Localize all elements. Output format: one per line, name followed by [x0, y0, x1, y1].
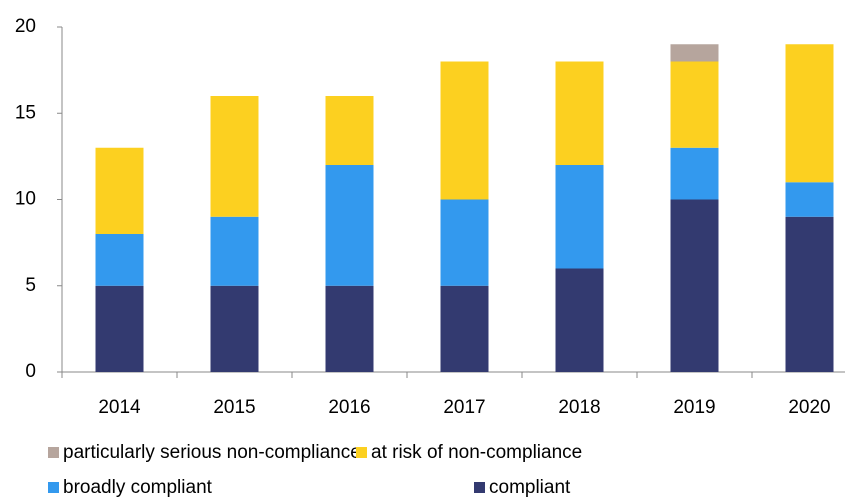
legend-swatch	[48, 447, 59, 458]
y-tick-label: 15	[15, 102, 36, 123]
bar-segment	[210, 216, 259, 286]
bar-segment	[95, 147, 144, 234]
legend-swatch	[474, 482, 485, 493]
bar-segment	[670, 44, 719, 62]
bar-segment	[670, 147, 719, 200]
x-tick-label: 2016	[328, 397, 370, 418]
x-tick-label: 2017	[443, 397, 485, 418]
legend-label: particularly serious non-compliance	[63, 442, 361, 463]
y-tick-label: 20	[15, 16, 36, 37]
bar-segment	[440, 199, 489, 286]
x-tick-label: 2015	[213, 397, 255, 418]
bar-segment	[670, 199, 719, 372]
bar-segment	[210, 96, 259, 217]
legend-swatch	[48, 482, 59, 493]
bar-segment	[785, 44, 834, 183]
bar-segment	[325, 165, 374, 286]
x-tick-label: 2014	[98, 397, 141, 418]
x-tick-label: 2020	[788, 397, 830, 418]
bar-segment	[440, 61, 489, 200]
bar-segment	[555, 268, 604, 372]
y-tick-label: 0	[25, 361, 36, 382]
bar-segment	[555, 61, 604, 165]
x-tick-label: 2019	[673, 397, 715, 418]
legend-swatch	[356, 447, 367, 458]
legend-label: broadly compliant	[63, 477, 213, 498]
bar-segment	[95, 234, 144, 286]
y-tick-label: 5	[25, 275, 36, 296]
y-tick-label: 10	[15, 189, 36, 210]
bar-segment	[440, 285, 489, 372]
bar-segment	[210, 285, 259, 372]
x-tick-label: 2018	[558, 397, 600, 418]
bar-segment	[785, 216, 834, 372]
bar-segment	[325, 285, 374, 372]
bar-segment	[325, 96, 374, 165]
bar-segment	[785, 182, 834, 217]
legend-label: at risk of non-compliance	[371, 442, 582, 463]
bar-segment	[555, 165, 604, 269]
bar-segment	[95, 285, 144, 372]
legend-label: compliant	[489, 477, 571, 498]
bar-segment	[670, 61, 719, 148]
